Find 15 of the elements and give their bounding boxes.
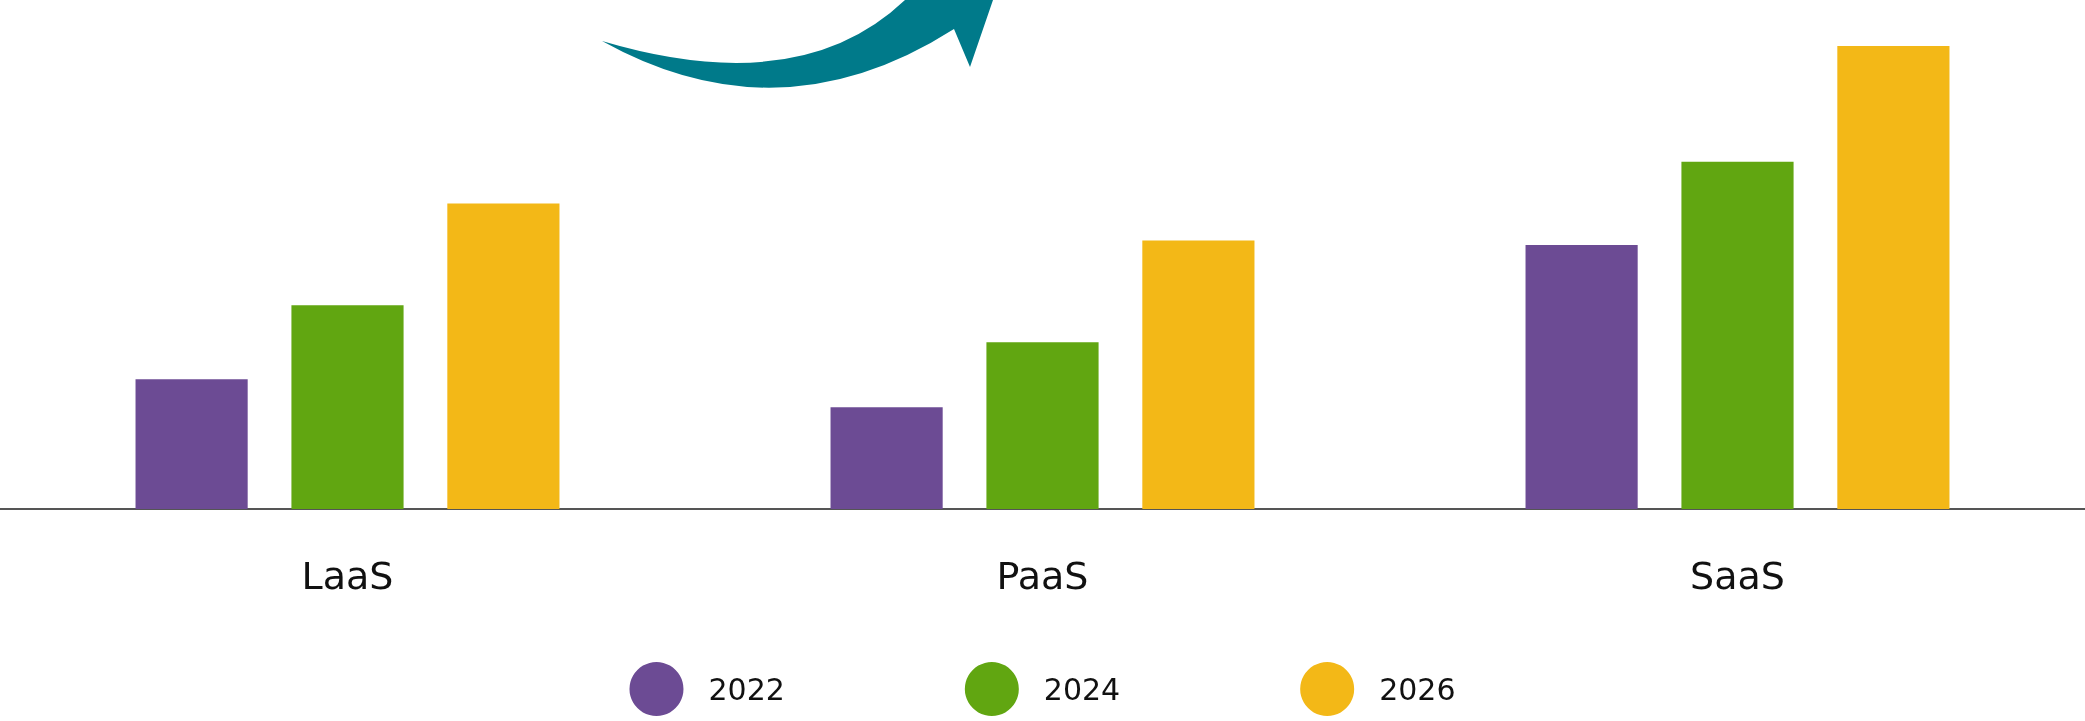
bar xyxy=(447,203,560,509)
bar xyxy=(1142,240,1255,509)
x-tick-label: PaaS xyxy=(996,554,1089,598)
bar xyxy=(1681,161,1794,509)
x-tick-label: LaaS xyxy=(301,554,394,598)
bar xyxy=(291,305,404,509)
legend-label: 2026 xyxy=(1379,671,1456,707)
x-tick-label: SaaS xyxy=(1690,554,1785,598)
bar xyxy=(986,342,1099,509)
legend-label: 2024 xyxy=(1043,671,1121,707)
bar xyxy=(1525,245,1638,509)
bar xyxy=(135,379,248,509)
bar xyxy=(1837,46,1950,509)
legend-label: 2022 xyxy=(708,671,785,707)
bar xyxy=(830,407,943,509)
